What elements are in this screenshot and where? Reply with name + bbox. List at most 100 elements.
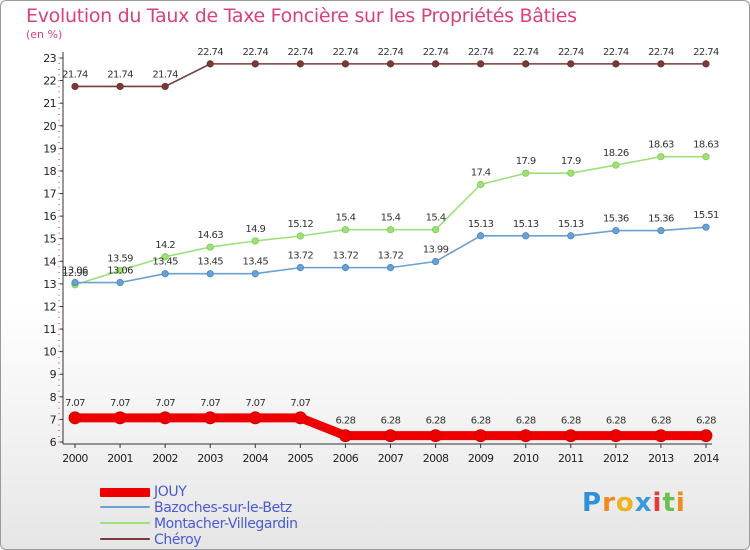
x-tick-label: 2005 (288, 452, 314, 465)
data-label: 7.07 (110, 398, 130, 409)
data-label: 18.63 (648, 140, 674, 151)
y-tick-label: 12 (43, 300, 56, 313)
chart-unit-label: (en %) (26, 28, 63, 41)
data-point (296, 264, 304, 272)
data-point (206, 60, 214, 68)
data-point (386, 60, 395, 68)
data-point (612, 60, 620, 68)
data-point (116, 266, 124, 275)
data-point (477, 232, 485, 240)
data-point (293, 411, 307, 425)
data-label: 13.06 (107, 266, 133, 277)
data-point (341, 60, 350, 68)
data-point (203, 411, 217, 425)
y-tick-label: 16 (43, 210, 56, 223)
y-tick-label: 14 (43, 255, 56, 268)
data-point (251, 270, 259, 278)
data-point (612, 161, 620, 169)
data-point (248, 411, 262, 425)
data-label: 13.99 (423, 245, 449, 256)
data-label: 7.07 (200, 398, 220, 409)
data-label: 13.45 (242, 257, 268, 268)
data-point (71, 278, 79, 287)
legend-label-cheroy: Chéroy (154, 532, 202, 548)
logo-letter: x (634, 488, 653, 518)
data-label: 15.4 (426, 213, 446, 224)
data-label: 13.72 (333, 251, 359, 262)
data-point (657, 60, 665, 68)
data-label: 22.74 (242, 47, 268, 58)
data-label: 12.96 (62, 268, 88, 279)
data-label: 21.74 (62, 69, 88, 80)
legend-item-cheroy: Chéroy (100, 532, 360, 548)
data-label: 14.2 (155, 240, 175, 251)
legend-swatch-cheroy (100, 538, 150, 540)
data-label: 22.74 (197, 47, 223, 58)
data-label: 22.74 (423, 47, 449, 58)
data-label: 7.07 (155, 398, 175, 409)
data-point (161, 270, 169, 278)
data-label: 18.26 (603, 148, 629, 159)
data-point (161, 253, 169, 261)
proxiti-logo: Proxiti (582, 488, 686, 518)
y-tick-label: 15 (43, 233, 56, 246)
data-label: 7.07 (290, 398, 310, 409)
data-label: 22.74 (378, 47, 404, 58)
logo-letter: i (652, 488, 663, 518)
legend-label-bazoches: Bazoches-sur-le-Betz (154, 500, 292, 516)
data-point (612, 226, 620, 235)
y-tick-label: 22 (43, 75, 56, 88)
data-point (431, 257, 440, 266)
logo-letter: t (662, 488, 676, 518)
data-point (431, 60, 440, 68)
data-label: 15.4 (335, 213, 355, 224)
legend-item-jouy: JOUY (100, 484, 360, 500)
legend-swatch-jouy (100, 488, 150, 497)
data-point (113, 411, 127, 425)
data-label: 13.72 (288, 251, 314, 262)
x-tick-label: 2000 (62, 452, 88, 465)
data-label: 17.9 (561, 156, 581, 167)
data-point (386, 226, 395, 234)
y-tick-label: 9 (50, 368, 57, 381)
data-point (161, 82, 169, 91)
legend-swatch-montacher (100, 522, 150, 524)
x-tick-label: 2009 (468, 452, 494, 465)
data-label: 13.59 (107, 254, 133, 265)
data-point (522, 169, 530, 177)
data-label: 13.45 (197, 257, 223, 268)
x-tick-label: 2006 (333, 452, 359, 465)
data-label: 6.28 (381, 416, 401, 427)
logo-letter: o (615, 488, 635, 518)
y-tick-label: 13 (43, 278, 56, 291)
data-label: 22.74 (648, 47, 674, 58)
chart-title: Evolution du Taux de Taxe Foncière sur l… (26, 5, 577, 27)
data-point (567, 169, 575, 177)
data-labels-layer: 7.07 7.07 7.07 7.07 7.07 7.07 6.28 6.28 6.28 6.28… (62, 47, 719, 427)
data-label: 6.28 (561, 416, 581, 427)
data-point (386, 264, 395, 272)
data-point (341, 264, 350, 272)
data-label: 17.9 (516, 156, 536, 167)
data-label: 22.74 (558, 47, 584, 58)
data-label: 17.4 (471, 167, 491, 178)
data-label: 22.74 (288, 47, 314, 58)
logo-letter: r (602, 488, 616, 518)
data-point (567, 60, 575, 68)
x-tick-label: 2003 (197, 452, 223, 465)
data-label: 22.74 (513, 47, 539, 58)
axes: 6 7 8 9 10 11 12 13 14 15 16 17 18 19 20 21 22 23 2000 2001… (43, 52, 720, 465)
y-tick-label: 7 (50, 413, 57, 426)
data-label: 13.72 (378, 251, 404, 262)
y-tick-label: 21 (43, 97, 56, 110)
y-tick-label: 23 (43, 52, 56, 65)
data-label: 15.13 (513, 219, 539, 230)
data-point (116, 278, 124, 287)
data-point (657, 153, 665, 161)
legend: JOUY Bazoches-sur-le-Betz Montacher-Vill… (100, 484, 360, 548)
data-point (699, 429, 713, 443)
data-label: 15.4 (381, 213, 401, 224)
x-tick-label: 2011 (558, 452, 584, 465)
